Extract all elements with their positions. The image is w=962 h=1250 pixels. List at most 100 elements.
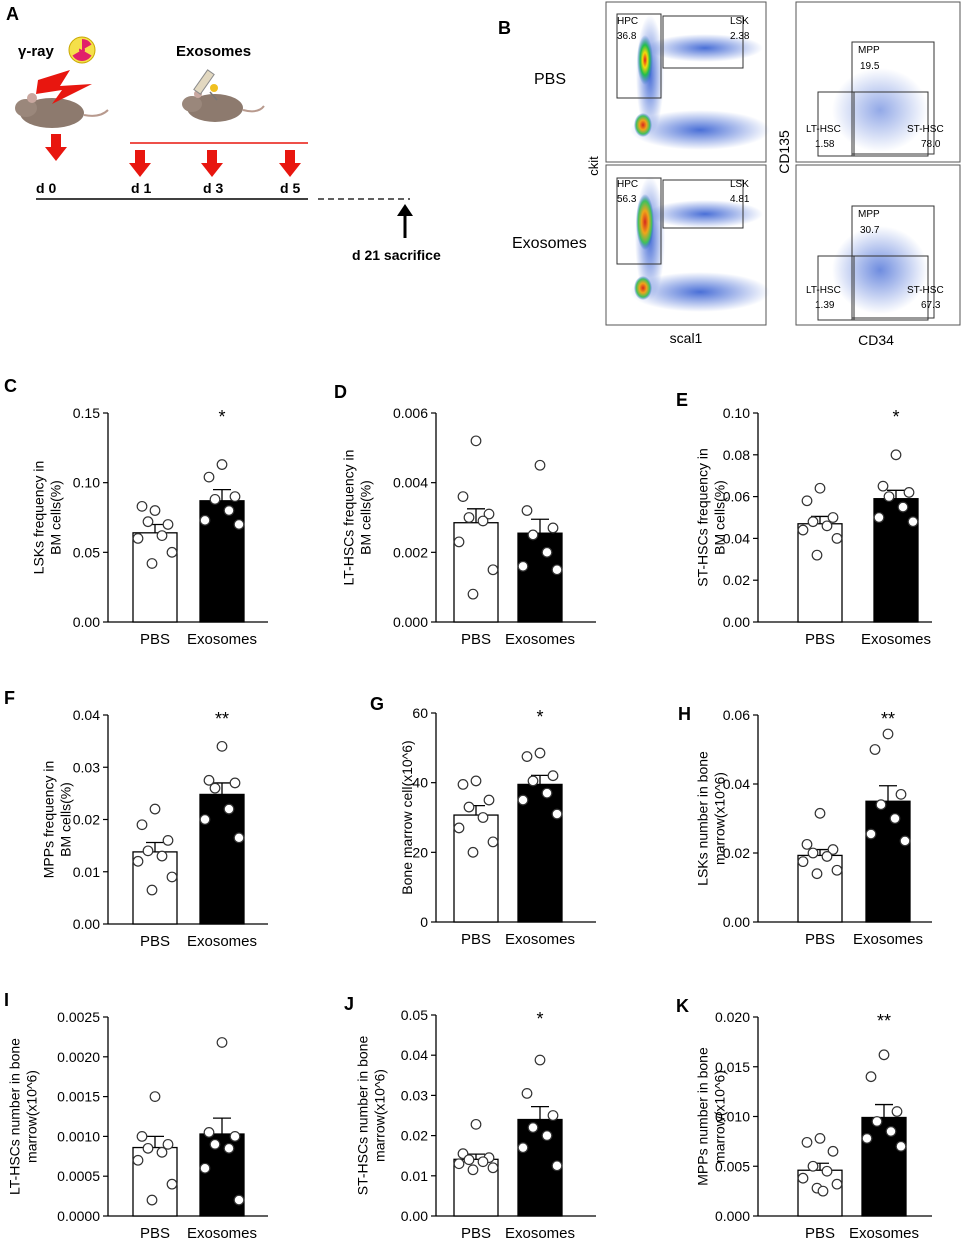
data-point <box>136 1130 148 1142</box>
mouse-icon <box>182 90 265 122</box>
data-point <box>547 522 559 534</box>
gate-value: 4.81 <box>730 194 750 205</box>
data-point <box>229 491 241 503</box>
bar <box>517 532 563 623</box>
axis-label-scal1: scal1 <box>670 330 703 346</box>
data-point <box>136 500 148 512</box>
data-point <box>487 1162 499 1174</box>
bar <box>199 793 245 925</box>
sacrifice-arrow <box>397 204 413 238</box>
x-tick-label: Exosomes <box>187 1225 257 1242</box>
x-tick-label: Exosomes <box>505 931 575 948</box>
y-tick-label: 0.02 <box>723 845 750 861</box>
x-tick-label: Exosomes <box>187 631 257 648</box>
x-tick-label: Exosomes <box>853 931 923 948</box>
data-point <box>453 1158 465 1170</box>
gate-name: ST-HSC <box>907 124 944 135</box>
x-tick-label: PBS <box>461 931 491 948</box>
lightning-icon <box>36 70 92 104</box>
y-tick-label: 40 <box>412 775 428 791</box>
gate-name: HPC <box>617 16 638 27</box>
y-tick-label: 0.06 <box>723 489 750 505</box>
data-point <box>907 516 919 528</box>
mouse-icon <box>15 93 109 128</box>
gate-value: 1.39 <box>815 300 835 311</box>
data-point <box>883 491 895 503</box>
gate-name: LSK <box>730 179 749 190</box>
data-point <box>149 505 161 516</box>
flow-gates <box>616 13 935 321</box>
data-point <box>470 1118 482 1130</box>
data-point <box>223 1142 235 1154</box>
panel-a: A γ-ray Exosomes <box>6 4 441 263</box>
data-point <box>233 832 245 844</box>
flow-density <box>630 15 770 150</box>
data-point <box>877 480 889 492</box>
data-point <box>878 1049 890 1061</box>
data-point <box>895 788 907 800</box>
data-point <box>216 459 228 470</box>
data-point <box>869 744 881 755</box>
y-axis-label: MPPs number in bone <box>695 1047 711 1186</box>
day-label: d 3 <box>203 180 223 196</box>
data-point <box>216 1037 228 1048</box>
bar <box>132 532 178 623</box>
axis-label-cd135: CD135 <box>776 130 792 174</box>
gate-value: 78.0 <box>921 139 941 150</box>
y-axis-label: BM cells(%) <box>48 480 64 555</box>
data-point <box>891 1106 903 1117</box>
gate-name: LSK <box>730 16 749 27</box>
data-point <box>801 1136 813 1148</box>
y-axis-label: marrow(x10^6) <box>712 1070 728 1163</box>
data-point <box>166 1178 178 1190</box>
y-tick-label: 0.05 <box>401 1007 428 1023</box>
data-point <box>865 1071 877 1083</box>
data-point <box>865 828 877 840</box>
data-point <box>223 505 235 516</box>
data-point <box>521 751 533 762</box>
y-axis-label: Bone marrow cell(x10^6) <box>399 740 415 894</box>
data-point <box>527 1122 539 1133</box>
data-point <box>209 782 221 794</box>
y-axis-label: marrow(x10^6) <box>712 772 728 865</box>
y-axis-label: ST-HSCs frequency in <box>695 448 711 587</box>
data-point <box>209 493 221 505</box>
y-tick-label: 0.006 <box>393 405 428 421</box>
x-tick-label: PBS <box>805 1225 835 1242</box>
data-point <box>534 747 546 759</box>
data-point <box>136 819 148 831</box>
gate-value: 36.8 <box>617 31 637 42</box>
bar-chart-k: K 0.000 0.005 0.010 0.015 0.020 MPPs number in… <box>676 996 932 1242</box>
gate-name: ST-HSC <box>907 285 944 296</box>
day-label: d 0 <box>36 180 56 196</box>
data-point <box>827 512 839 523</box>
y-tick-label: 0.10 <box>723 405 750 421</box>
data-point <box>534 459 546 471</box>
gate-value: 56.3 <box>617 194 637 205</box>
data-point <box>895 1140 907 1152</box>
data-point <box>162 835 174 846</box>
gate-value: 19.5 <box>860 61 880 72</box>
gate-labels: HPC 36.8 LSK 2.38 HPC 56.3 LSK 4.81 MPP … <box>617 16 944 311</box>
gate-name: LT-HSC <box>806 285 841 296</box>
x-tick-label: Exosomes <box>849 1225 919 1242</box>
y-tick-label: 0.0000 <box>57 1208 100 1224</box>
data-point <box>541 1130 553 1141</box>
data-point <box>483 508 495 520</box>
x-tick-label: Exosomes <box>505 631 575 648</box>
data-point <box>797 856 809 868</box>
gate-value: 2.38 <box>730 31 750 42</box>
data-point <box>527 775 539 787</box>
row-label-exosomes: Exosomes <box>512 235 587 252</box>
sacrifice-label: d 21 sacrifice <box>352 247 441 263</box>
significance-marker: ** <box>877 1011 891 1031</box>
data-point <box>547 1110 559 1121</box>
x-tick-label: Exosomes <box>187 933 257 950</box>
data-point <box>477 1156 489 1168</box>
bar-chart-i: I 0.0000 0.0005 0.0010 0.0015 0.0020 0.0025 LT-… <box>4 990 268 1242</box>
x-tick-label: PBS <box>461 631 491 648</box>
y-tick-label: 0.08 <box>723 447 750 463</box>
y-tick-label: 0.00 <box>73 614 100 630</box>
gate-value: 30.7 <box>860 225 880 236</box>
y-tick-label: 0.0005 <box>57 1168 100 1184</box>
